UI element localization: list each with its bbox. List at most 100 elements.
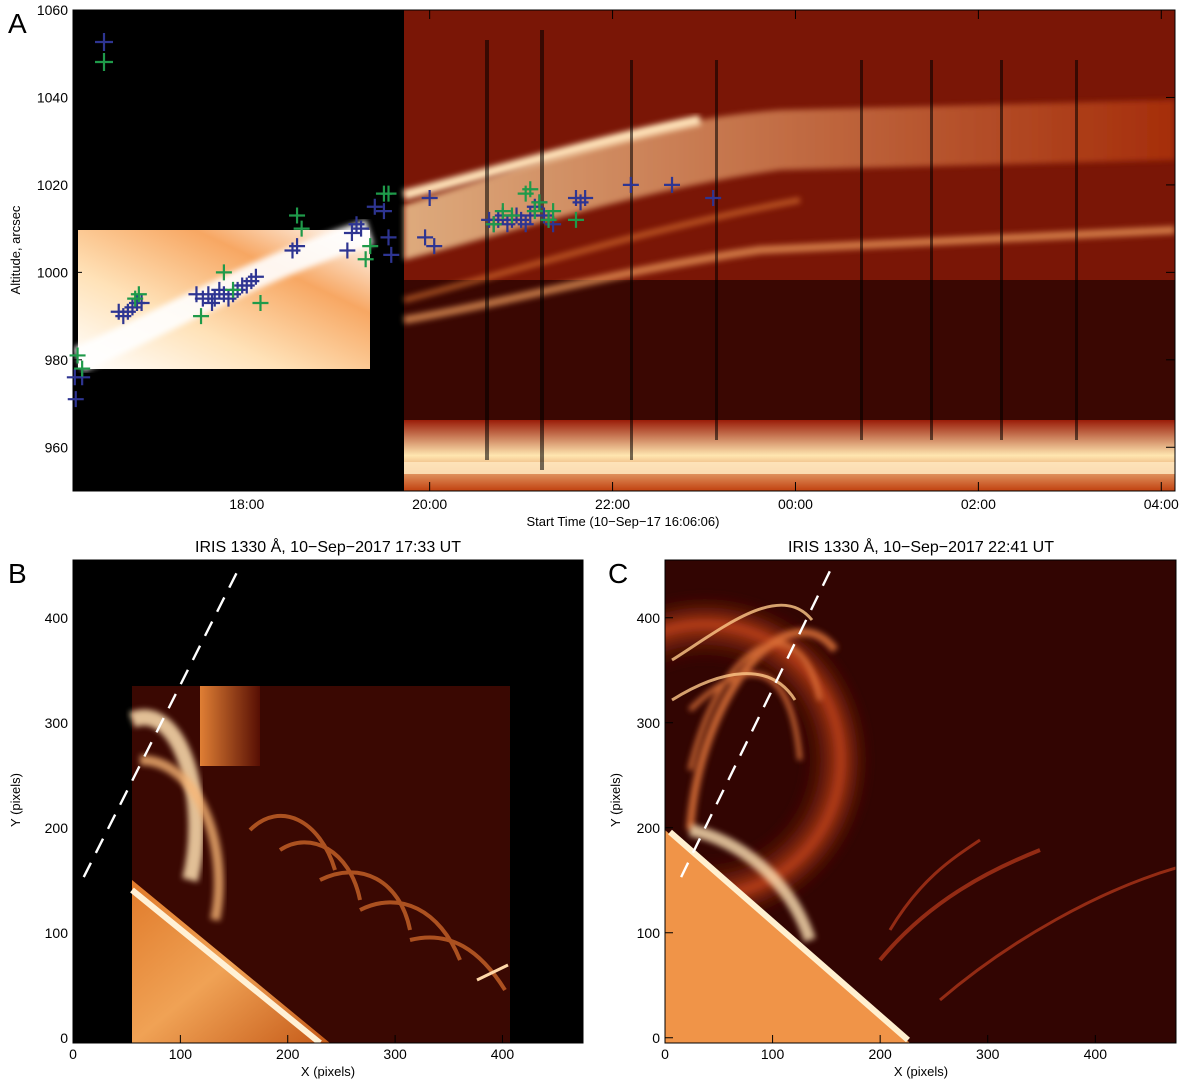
y-tick-label: 0 [652,1030,660,1046]
legend-label: RHESSI 25−50 keV [117,54,249,71]
data-point [577,190,594,207]
panel-a-image [73,10,1175,491]
legend-entry-rhessi-25-50: RHESSI 25−50 keV [95,53,249,71]
y-axis-label: Y (pixels) [8,773,23,827]
y-tick-label: 960 [45,439,69,455]
y-tick-label: 400 [45,610,69,626]
panel-letter: C [608,558,628,589]
data-point [545,203,562,220]
data-point [494,203,511,220]
x-axis-label: Start Time (10−Sep−17 16:06:06) [527,514,720,529]
y-tick-label: 200 [637,820,661,836]
x-tick-label: 02:00 [961,496,996,512]
x-tick-label: 04:00 [1144,496,1179,512]
legend: RHESSI 12−25 keV RHESSI 25−50 keV [95,33,249,71]
y-tick-label: 1060 [37,2,68,18]
data-point [526,203,543,220]
data-point [383,246,400,263]
x-tick-label: 300 [383,1046,407,1062]
legend-label: RHESSI 12−25 keV [117,34,249,51]
y-tick-label: 300 [45,715,69,731]
panel-c-image [665,560,1176,1043]
data-point [517,216,534,233]
y-tick-label: 100 [637,925,661,941]
data-point [664,176,681,193]
x-tick-label: 100 [169,1046,193,1062]
data-point [357,251,374,268]
data-point [289,207,306,224]
data-point [74,360,91,377]
x-tick-label: 200 [276,1046,300,1062]
y-tick-label: 200 [45,820,69,836]
panel-c: 0 100 200 300 400 0 100 200 300 400 C IRIS 1330 Å… [608,537,1177,1079]
data-point [69,347,86,364]
panel-a-points [66,176,722,408]
data-point [426,238,443,255]
panel-a-axes: 18:00 20:00 22:00 00:00 02:00 04:00 960 980 1000… [37,2,1179,512]
panel-b-axes: 0 100 200 300 400 0 100 200 300 400 [45,610,515,1062]
data-point [380,229,397,246]
y-tick-label: 1040 [37,89,68,105]
y-tick-label: 100 [45,925,69,941]
data-point [193,308,210,325]
data-point [343,225,360,242]
x-tick-label: 300 [976,1046,1000,1062]
y-axis-label: Y (pixels) [608,773,623,827]
y-tick-label: 0 [60,1030,68,1046]
data-point [206,290,223,307]
data-point [503,207,520,224]
data-point [567,211,584,228]
panel-title: IRIS 1330 Å, 10−Sep−2017 22:41 UT [788,537,1054,556]
data-point [421,190,438,207]
data-point [215,264,232,281]
data-point [289,238,306,255]
x-tick-label: 0 [69,1046,77,1062]
data-point [130,286,147,303]
y-tick-label: 400 [637,610,661,626]
panel-c-axes: 0 100 200 300 400 0 100 200 300 400 [637,610,1108,1062]
data-point [485,216,502,233]
panel-title: IRIS 1330 Å, 10−Sep−2017 17:33 UT [195,537,461,556]
x-axis-label: X (pixels) [301,1064,355,1079]
data-point [705,190,722,207]
x-tick-label: 22:00 [595,496,630,512]
panel-b-image [73,560,583,1043]
data-point [362,238,379,255]
data-point [531,194,548,211]
x-tick-label: 20:00 [412,496,447,512]
y-tick-label: 1000 [37,264,68,280]
data-point [339,242,356,259]
panel-letter: B [8,558,27,589]
data-point [225,281,242,298]
data-point [375,203,392,220]
x-axis-label: X (pixels) [894,1064,948,1079]
slit-dashed-line [82,566,241,878]
data-point [622,176,639,193]
data-point [353,220,370,237]
x-tick-label: 100 [761,1046,785,1062]
panel-b: 0 100 200 300 400 0 100 200 300 400 B IRIS 1330 Å… [8,537,584,1079]
y-tick-label: 300 [637,715,661,731]
data-point [540,211,557,228]
x-tick-label: 200 [868,1046,892,1062]
data-point [247,268,264,285]
panel-a: 18:00 20:00 22:00 00:00 02:00 04:00 960 980 1000… [8,2,1179,529]
data-point [366,198,383,215]
legend-entry-rhessi-12-25: RHESSI 12−25 keV [95,33,249,51]
x-tick-label: 00:00 [778,496,813,512]
y-tick-label: 980 [45,352,69,368]
y-axis-label: Altitude, arcsec [8,205,23,294]
x-tick-label: 18:00 [229,496,264,512]
y-tick-label: 1020 [37,177,68,193]
data-point [380,185,397,202]
data-point [417,229,434,246]
data-point [252,294,269,311]
slit-dashed-line [680,566,833,878]
panel-letter: A [8,8,27,39]
x-tick-label: 0 [661,1046,669,1062]
data-point [293,220,310,237]
data-point [67,391,84,408]
x-tick-label: 400 [491,1046,515,1062]
data-point [522,181,539,198]
